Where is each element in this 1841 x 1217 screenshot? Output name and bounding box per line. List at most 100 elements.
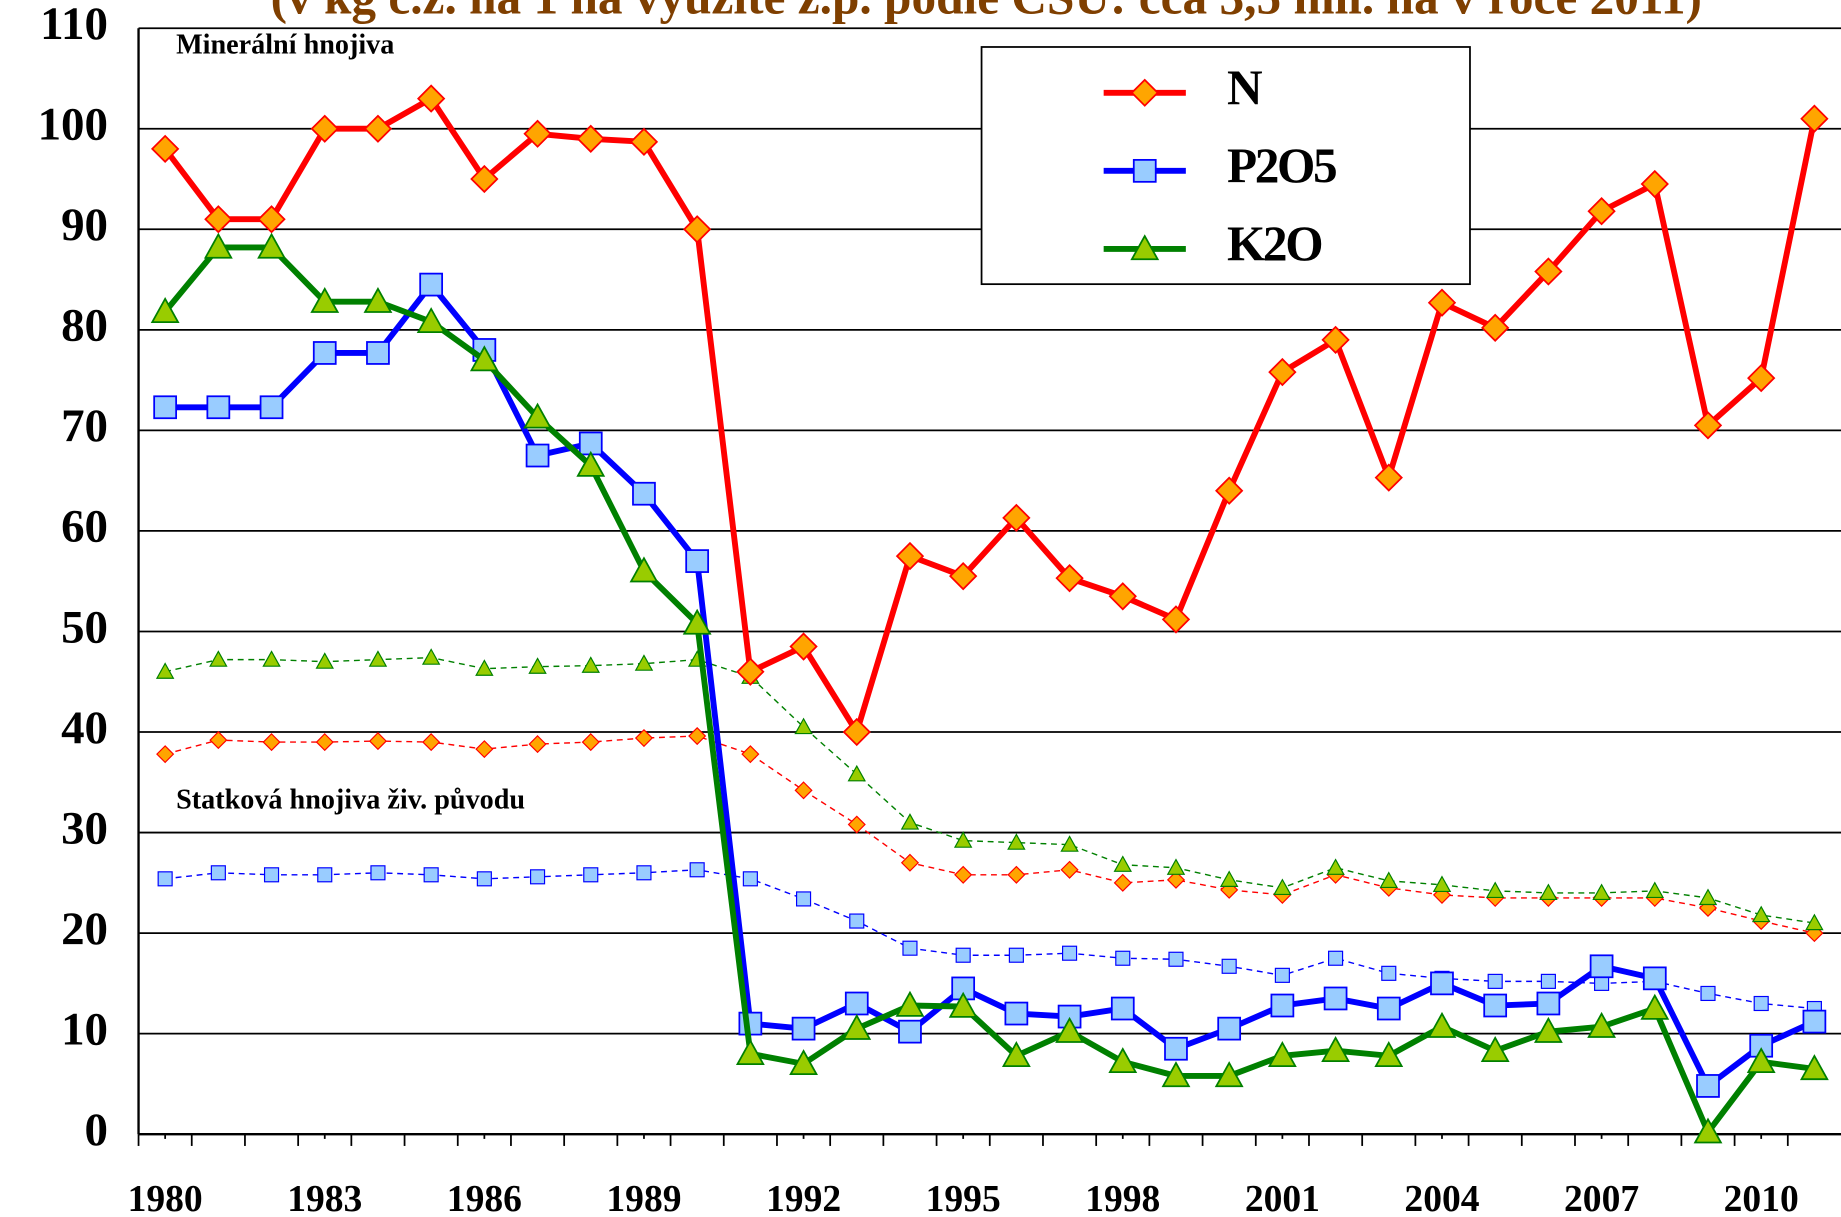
marker [1326, 858, 1345, 875]
marker [1055, 1016, 1084, 1043]
marker [523, 402, 552, 429]
x-tick-label: 1998 [1085, 1179, 1160, 1217]
x-tick-label: 2007 [1564, 1179, 1639, 1217]
marker [262, 650, 281, 667]
marker [1485, 881, 1505, 899]
legend-label: N [1227, 60, 1262, 115]
marker [1004, 1001, 1029, 1026]
marker [1487, 973, 1503, 989]
marker [1055, 564, 1084, 593]
marker [155, 662, 175, 679]
marker [1215, 476, 1244, 505]
marker [366, 341, 390, 365]
marker [1060, 860, 1079, 879]
marker [895, 541, 925, 571]
marker [150, 297, 180, 323]
x-tick-label: 1992 [766, 1179, 841, 1217]
y-tick-label: 110 [40, 0, 108, 50]
marker [1753, 995, 1769, 1012]
marker [422, 733, 441, 752]
marker [529, 869, 546, 885]
marker [902, 940, 918, 956]
marker [742, 871, 758, 887]
marker [632, 481, 656, 506]
marker [849, 913, 865, 929]
marker [1166, 858, 1186, 875]
marker [1698, 888, 1718, 906]
marker [735, 1039, 765, 1065]
marker [1007, 865, 1026, 884]
marker [1267, 1041, 1297, 1067]
marker [370, 865, 386, 881]
marker [948, 991, 978, 1018]
marker [682, 608, 712, 635]
marker [1374, 463, 1403, 492]
marker [1805, 913, 1824, 931]
marker [310, 114, 339, 143]
y-tick-label: 50 [61, 601, 108, 653]
marker [576, 450, 606, 477]
marker [1700, 985, 1716, 1002]
marker [1221, 958, 1237, 974]
marker [416, 307, 446, 334]
marker [156, 745, 175, 764]
marker [1002, 503, 1031, 533]
marker [949, 562, 978, 591]
x-tick-label: 2010 [1724, 1179, 1799, 1217]
marker [1001, 1041, 1031, 1067]
marker [1161, 1061, 1191, 1088]
marker [1321, 1036, 1350, 1062]
marker [1060, 835, 1079, 852]
marker [791, 1016, 816, 1041]
marker [1534, 257, 1563, 286]
line [165, 279, 1816, 1091]
marker [1533, 1016, 1563, 1043]
line [162, 94, 1818, 740]
marker [1640, 169, 1669, 199]
marker [1113, 873, 1132, 892]
annotation: Minerální hnojiva [176, 29, 394, 60]
marker [1640, 993, 1670, 1020]
marker [1274, 967, 1290, 983]
marker [1132, 158, 1157, 183]
marker [1164, 1036, 1188, 1061]
marker [1536, 991, 1561, 1016]
dashed-line [164, 735, 1815, 934]
marker [363, 286, 393, 313]
marker [795, 891, 812, 907]
marker [900, 813, 920, 830]
marker [1594, 975, 1610, 991]
y-tick-label: 90 [61, 199, 108, 251]
marker [470, 164, 499, 194]
marker [685, 549, 710, 573]
marker [634, 729, 654, 748]
marker [1273, 878, 1292, 896]
marker [1430, 971, 1454, 996]
marker [1747, 363, 1776, 393]
marker [1480, 1036, 1510, 1062]
marker [1481, 313, 1510, 342]
marker [847, 764, 866, 782]
marker [1268, 357, 1297, 387]
marker [1483, 993, 1508, 1018]
marker [1110, 996, 1135, 1021]
marker [315, 733, 334, 752]
marker [900, 853, 920, 872]
marker [842, 1013, 872, 1040]
marker [153, 395, 178, 420]
marker [689, 862, 705, 878]
y-tick-label: 80 [61, 300, 108, 352]
chart-title: (v kg č.z. na 1 ha využité z.p. podle ČS… [271, 0, 1702, 25]
x-tick-label: 1995 [926, 1179, 1001, 1217]
marker [1432, 875, 1452, 893]
marker [842, 717, 871, 747]
marker [847, 815, 866, 834]
marker [581, 656, 600, 673]
marker [475, 740, 494, 759]
marker [528, 735, 547, 754]
y-tick-label: 100 [38, 99, 108, 151]
marker [317, 867, 333, 883]
y-tick-label: 10 [61, 1003, 108, 1055]
marker [1108, 582, 1137, 611]
marker [1427, 1011, 1457, 1038]
